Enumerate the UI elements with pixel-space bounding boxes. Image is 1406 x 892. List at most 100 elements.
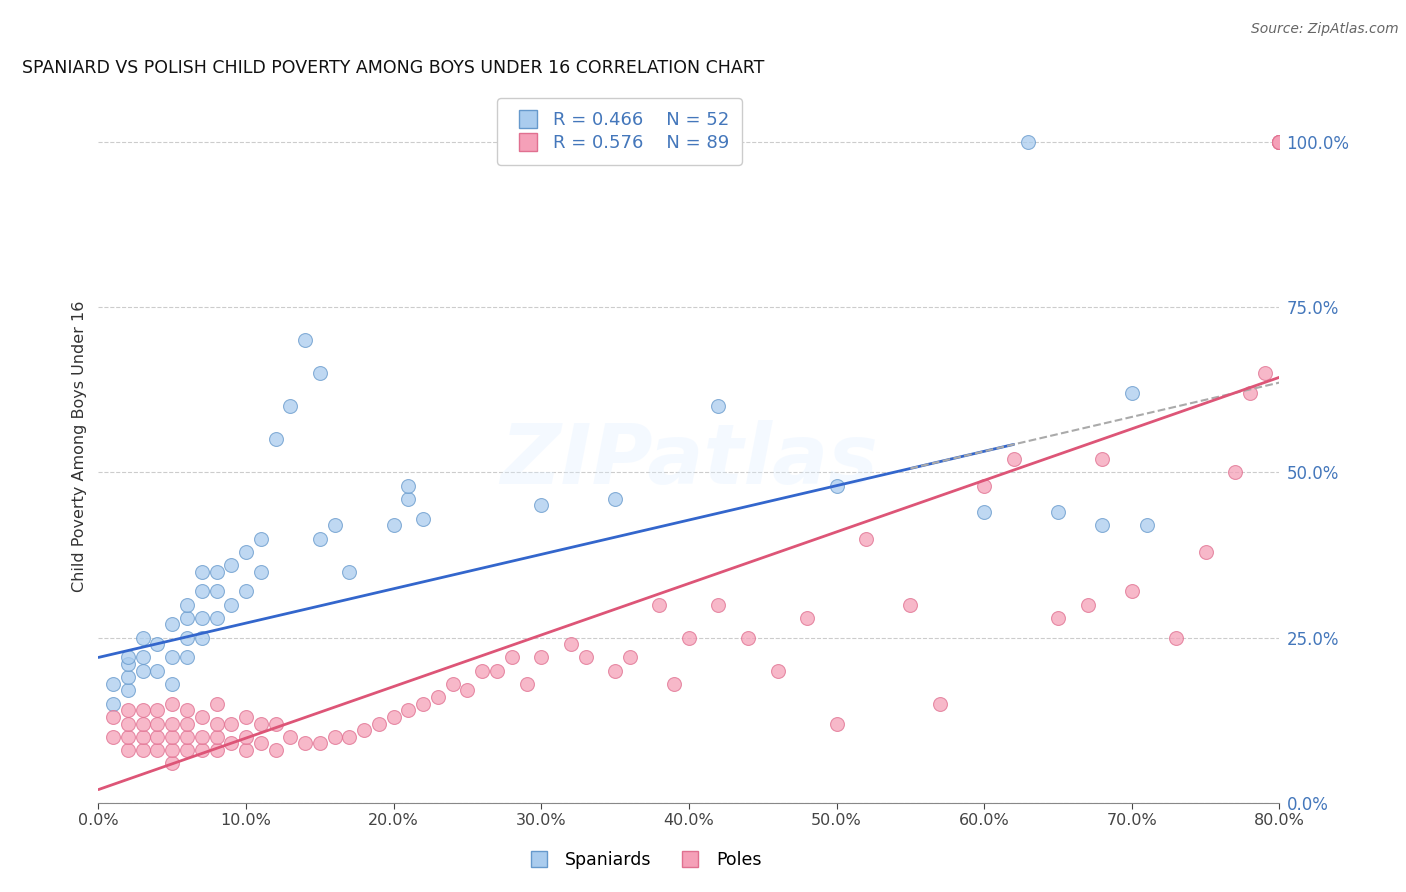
Point (235, 730, 257, 744)
Point (441, 677, 464, 691)
Point (427, 690, 450, 704)
Text: SPANIARD VS POLISH CHILD POVERTY AMONG BOYS UNDER 16 CORRELATION CHART: SPANIARD VS POLISH CHILD POVERTY AMONG B… (21, 59, 763, 77)
Point (250, 532, 273, 546)
Point (1268, 135, 1291, 149)
Point (191, 710, 214, 724)
Point (501, 650, 523, 665)
Point (1239, 386, 1261, 401)
Point (412, 697, 434, 711)
Point (117, 743, 139, 757)
Point (605, 491, 627, 506)
Point (176, 703, 198, 717)
Point (176, 743, 198, 757)
Point (117, 657, 139, 671)
Point (353, 723, 375, 738)
Point (162, 743, 183, 757)
Point (162, 716, 183, 731)
Point (162, 677, 183, 691)
Point (1268, 135, 1291, 149)
Point (648, 598, 671, 612)
Point (264, 743, 287, 757)
Point (191, 743, 214, 757)
Point (737, 631, 759, 645)
Point (162, 697, 183, 711)
Point (191, 730, 214, 744)
Point (162, 730, 183, 744)
Point (191, 611, 214, 625)
Point (117, 670, 139, 684)
Point (796, 611, 818, 625)
Point (176, 598, 198, 612)
Point (339, 565, 360, 579)
Point (132, 716, 155, 731)
Point (278, 730, 302, 744)
Point (250, 736, 273, 750)
Point (973, 505, 995, 519)
Point (560, 637, 582, 651)
Point (368, 716, 391, 731)
Point (1091, 518, 1114, 533)
Point (323, 518, 346, 533)
Point (825, 716, 848, 731)
Point (219, 736, 242, 750)
Point (132, 650, 155, 665)
Point (264, 433, 287, 447)
Text: ZIPatlas: ZIPatlas (501, 420, 877, 500)
Point (1223, 466, 1246, 480)
Point (1046, 505, 1069, 519)
Point (132, 631, 155, 645)
Point (309, 532, 332, 546)
Point (396, 703, 419, 717)
Point (235, 584, 257, 599)
Point (1195, 545, 1218, 559)
Point (117, 703, 139, 717)
Point (1164, 631, 1187, 645)
Point (412, 511, 434, 525)
Point (323, 730, 346, 744)
Point (1121, 386, 1143, 401)
Point (928, 697, 950, 711)
Point (235, 545, 257, 559)
Point (605, 664, 627, 678)
Point (1268, 135, 1291, 149)
Point (1017, 135, 1039, 149)
Point (146, 637, 169, 651)
Point (205, 730, 228, 744)
Point (278, 400, 302, 414)
Point (132, 703, 155, 717)
Point (1002, 452, 1025, 467)
Point (1077, 598, 1099, 612)
Point (205, 584, 228, 599)
Point (235, 710, 257, 724)
Point (191, 584, 214, 599)
Point (1121, 584, 1143, 599)
Point (205, 716, 228, 731)
Point (205, 611, 228, 625)
Point (456, 683, 478, 698)
Y-axis label: Child Poverty Among Boys Under 16: Child Poverty Among Boys Under 16 (72, 301, 87, 591)
Point (146, 730, 169, 744)
Point (176, 730, 198, 744)
Point (309, 736, 332, 750)
Point (515, 677, 537, 691)
Point (339, 730, 360, 744)
Point (1046, 611, 1069, 625)
Point (294, 333, 316, 347)
Point (219, 716, 242, 731)
Point (264, 716, 287, 731)
Legend: Spaniards, Poles: Spaniards, Poles (515, 845, 769, 876)
Point (619, 650, 641, 665)
Point (1268, 135, 1291, 149)
Point (117, 730, 139, 744)
Point (176, 611, 198, 625)
Point (176, 650, 198, 665)
Point (294, 736, 316, 750)
Point (382, 710, 405, 724)
Point (309, 367, 332, 381)
Point (855, 532, 877, 546)
Point (396, 478, 419, 492)
Point (117, 683, 139, 698)
Point (678, 631, 700, 645)
Point (707, 400, 730, 414)
Point (146, 664, 169, 678)
